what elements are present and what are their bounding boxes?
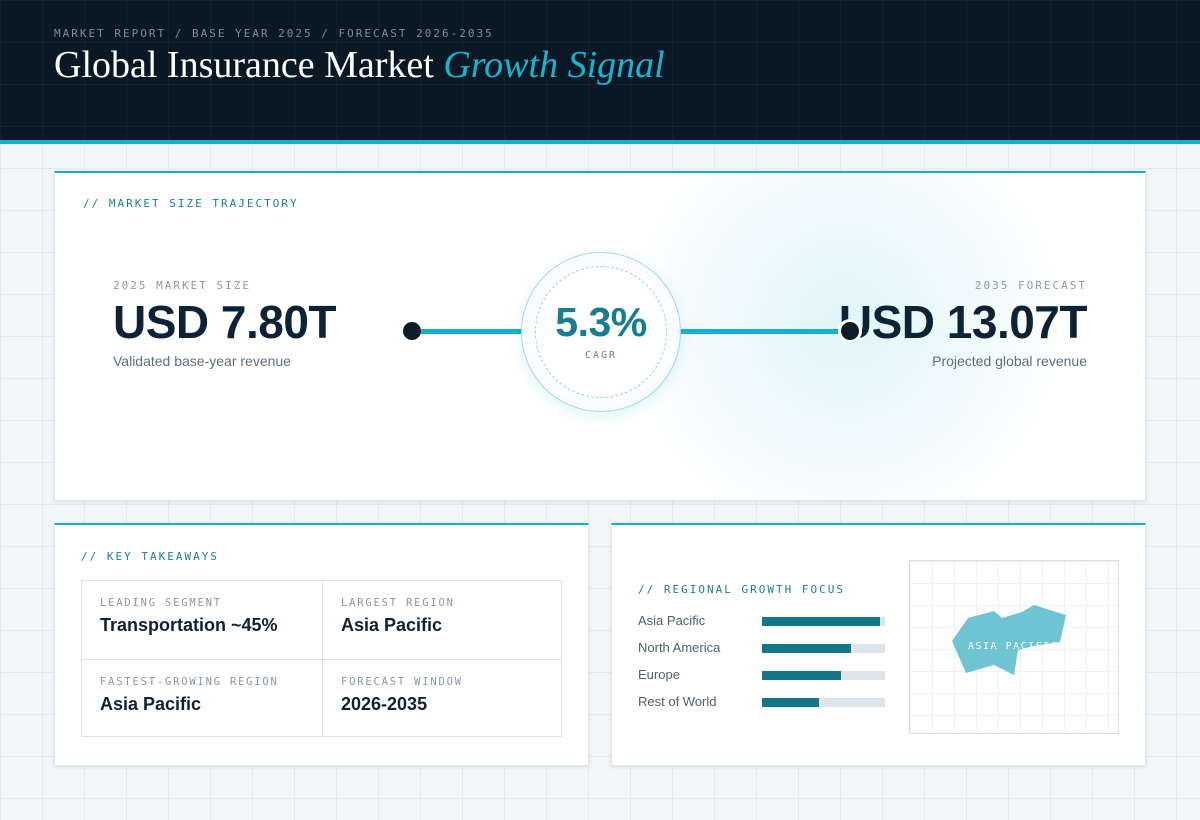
takeaways-grid: LEADING SEGMENT Transportation ~45% LARG… — [81, 580, 562, 737]
trajectory-line-left — [413, 329, 525, 334]
regional-section-label: // REGIONAL GROWTH FOCUS — [638, 583, 845, 596]
report-header: MARKET REPORT / BASE YEAR 2025 / FORECAS… — [0, 0, 1200, 144]
region-bar-fill — [762, 698, 819, 707]
cagr-label: CAGR — [536, 350, 666, 361]
page-title-main: Global Insurance Market — [54, 44, 434, 86]
region-bar-fill — [762, 617, 880, 626]
forecast-size-value: USD 13.07T — [839, 295, 1087, 349]
takeaway-value: 2026-2035 — [341, 694, 427, 715]
region-bar-track — [762, 644, 885, 653]
forecast-size-label: 2035 FORECAST — [975, 279, 1087, 292]
breadcrumb: MARKET REPORT / BASE YEAR 2025 / FORECAS… — [54, 27, 494, 40]
region-name: Europe — [638, 667, 680, 682]
region-bar-fill — [762, 644, 851, 653]
region-bar-track — [762, 671, 885, 680]
region-bar-track — [762, 698, 885, 707]
cagr-value: 5.3% — [536, 299, 666, 346]
trajectory-section-label: // MARKET SIZE TRAJECTORY — [83, 197, 299, 210]
region-bar-track — [762, 617, 885, 626]
forecast-year-dot — [841, 322, 859, 340]
takeaway-fastest-growing-region: FASTEST-GROWING REGION Asia Pacific — [82, 659, 322, 737]
takeaways-section-label: // KEY TAKEAWAYS — [81, 550, 219, 563]
base-size-subtitle: Validated base-year revenue — [113, 353, 291, 369]
page-title: Global Insurance Market Growth Signal — [54, 43, 665, 87]
takeaway-value: Asia Pacific — [100, 694, 201, 715]
region-row: Rest of World — [638, 694, 888, 710]
cagr-inner-ring: 5.3% CAGR — [535, 266, 667, 398]
region-row: Europe — [638, 667, 888, 683]
page-title-accent: Growth Signal — [443, 44, 664, 86]
takeaway-value: Asia Pacific — [341, 615, 442, 636]
takeaway-label: LARGEST REGION — [341, 597, 455, 609]
market-size-card: // MARKET SIZE TRAJECTORY 2025 MARKET SI… — [54, 171, 1146, 501]
takeaway-largest-region: LARGEST REGION Asia Pacific — [322, 581, 562, 659]
takeaway-label: FORECAST WINDOW — [341, 676, 463, 688]
forecast-size-subtitle: Projected global revenue — [932, 353, 1087, 369]
region-row: North America — [638, 640, 888, 656]
takeaway-label: LEADING SEGMENT — [100, 597, 222, 609]
base-size-value: USD 7.80T — [113, 295, 336, 349]
regional-growth-card: // REGIONAL GROWTH FOCUS Asia Pacific No… — [611, 523, 1146, 766]
region-name: North America — [638, 640, 720, 655]
takeaway-label: FASTEST-GROWING REGION — [100, 676, 279, 688]
key-takeaways-card: // KEY TAKEAWAYS LEADING SEGMENT Transpo… — [54, 523, 589, 766]
cagr-badge: 5.3% CAGR — [521, 252, 681, 412]
base-year-dot — [403, 322, 421, 340]
region-name: Asia Pacific — [638, 613, 705, 628]
region-map: ASIA PACIFIC — [909, 560, 1119, 734]
base-size-label: 2025 MARKET SIZE — [113, 279, 251, 292]
region-name: Rest of World — [638, 694, 717, 709]
region-bar-fill — [762, 671, 841, 680]
takeaway-value: Transportation ~45% — [100, 615, 278, 636]
takeaway-forecast-window: FORECAST WINDOW 2026-2035 — [322, 659, 562, 737]
trajectory-line-right — [677, 329, 847, 334]
map-region-label: ASIA PACIFIC — [968, 641, 1058, 652]
takeaway-leading-segment: LEADING SEGMENT Transportation ~45% — [82, 581, 322, 659]
region-row: Asia Pacific — [638, 613, 888, 629]
